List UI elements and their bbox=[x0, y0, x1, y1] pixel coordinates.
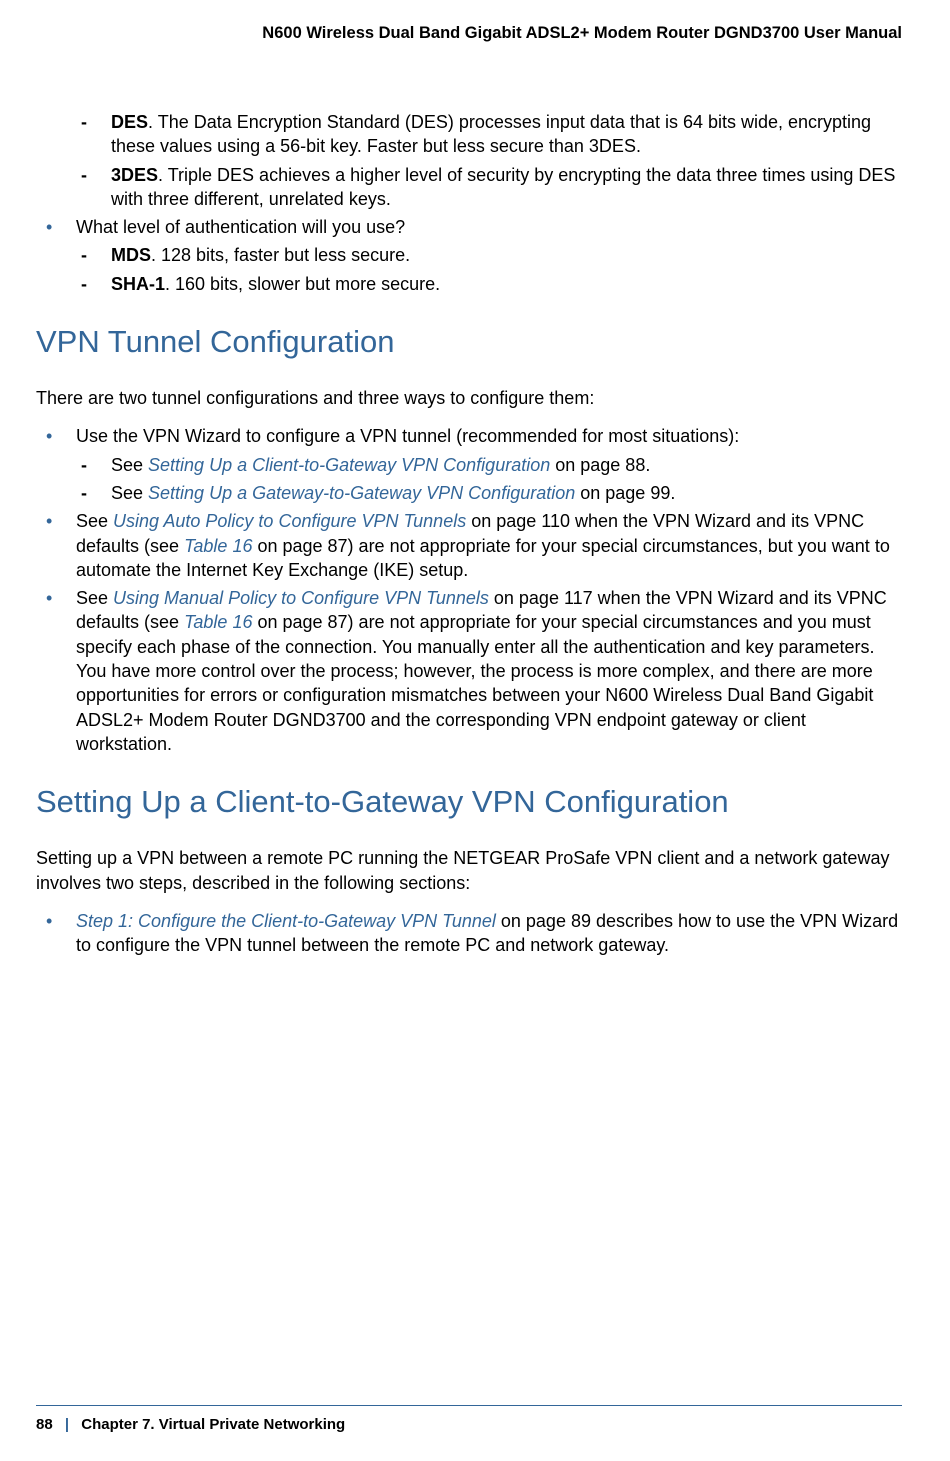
sha1-text: . 160 bits, slower but more secure. bbox=[165, 274, 440, 294]
see2-suffix: on page 99. bbox=[575, 483, 675, 503]
settingup-intro: Setting up a VPN between a remote PC run… bbox=[36, 846, 902, 895]
wizard-text: Use the VPN Wizard to configure a VPN tu… bbox=[76, 426, 739, 446]
auth-question-item: What level of authentication will you us… bbox=[46, 215, 902, 239]
des-text: . The Data Encryption Standard (DES) pro… bbox=[111, 112, 871, 156]
mds-item: MDS. 128 bits, faster but less secure. bbox=[81, 243, 902, 267]
auto-table16-link[interactable]: Table 16 bbox=[184, 536, 252, 556]
auth-question-text: What level of authentication will you us… bbox=[76, 217, 405, 237]
mds-text: . 128 bits, faster but less secure. bbox=[151, 245, 410, 265]
manual-table16-link[interactable]: Table 16 bbox=[184, 612, 252, 632]
manual-prefix: See bbox=[76, 588, 113, 608]
sha1-item: SHA-1. 160 bits, slower but more secure. bbox=[81, 272, 902, 296]
see1-prefix: See bbox=[111, 455, 148, 475]
chapter-label: Chapter 7. Virtual Private Networking bbox=[81, 1416, 345, 1433]
des-label: DES bbox=[111, 112, 148, 132]
mds-label: MDS bbox=[111, 245, 151, 265]
tunnel-intro: There are two tunnel configurations and … bbox=[36, 386, 902, 410]
step1-item: Step 1: Configure the Client-to-Gateway … bbox=[46, 909, 902, 958]
page-number: 88 bbox=[36, 1416, 53, 1433]
see-gateway-gateway-item: See Setting Up a Gateway-to-Gateway VPN … bbox=[81, 481, 902, 505]
page-content: DES. The Data Encryption Standard (DES) … bbox=[36, 110, 902, 961]
auto-prefix: See bbox=[76, 511, 113, 531]
vpn-tunnel-heading: VPN Tunnel Configuration bbox=[36, 324, 902, 360]
see2-prefix: See bbox=[111, 483, 148, 503]
step1-link[interactable]: Step 1: Configure the Client-to-Gateway … bbox=[76, 911, 496, 931]
wizard-item: Use the VPN Wizard to configure a VPN tu… bbox=[46, 424, 902, 448]
sha1-label: SHA-1 bbox=[111, 274, 165, 294]
des-item: DES. The Data Encryption Standard (DES) … bbox=[81, 110, 902, 159]
3des-item: 3DES. Triple DES achieves a higher level… bbox=[81, 163, 902, 212]
client-gateway-link[interactable]: Setting Up a Client-to-Gateway VPN Confi… bbox=[148, 455, 550, 475]
see1-suffix: on page 88. bbox=[550, 455, 650, 475]
footer-divider: | bbox=[65, 1416, 69, 1433]
auto-policy-link[interactable]: Using Auto Policy to Configure VPN Tunne… bbox=[113, 511, 466, 531]
page-footer: 88 | Chapter 7. Virtual Private Networki… bbox=[36, 1416, 345, 1433]
manual-policy-link[interactable]: Using Manual Policy to Configure VPN Tun… bbox=[113, 588, 489, 608]
see-client-gateway-item: See Setting Up a Client-to-Gateway VPN C… bbox=[81, 453, 902, 477]
3des-label: 3DES bbox=[111, 165, 158, 185]
page-header: N600 Wireless Dual Band Gigabit ADSL2+ M… bbox=[262, 24, 902, 43]
client-gateway-heading: Setting Up a Client-to-Gateway VPN Confi… bbox=[36, 784, 902, 820]
auto-policy-item: See Using Auto Policy to Configure VPN T… bbox=[46, 509, 902, 582]
manual-policy-item: See Using Manual Policy to Configure VPN… bbox=[46, 586, 902, 756]
3des-text: . Triple DES achieves a higher level of … bbox=[111, 165, 895, 209]
footer-divider-line bbox=[36, 1405, 902, 1406]
manual-suffix: on page 87) are not appropriate for your… bbox=[76, 612, 875, 753]
gateway-gateway-link[interactable]: Setting Up a Gateway-to-Gateway VPN Conf… bbox=[148, 483, 575, 503]
